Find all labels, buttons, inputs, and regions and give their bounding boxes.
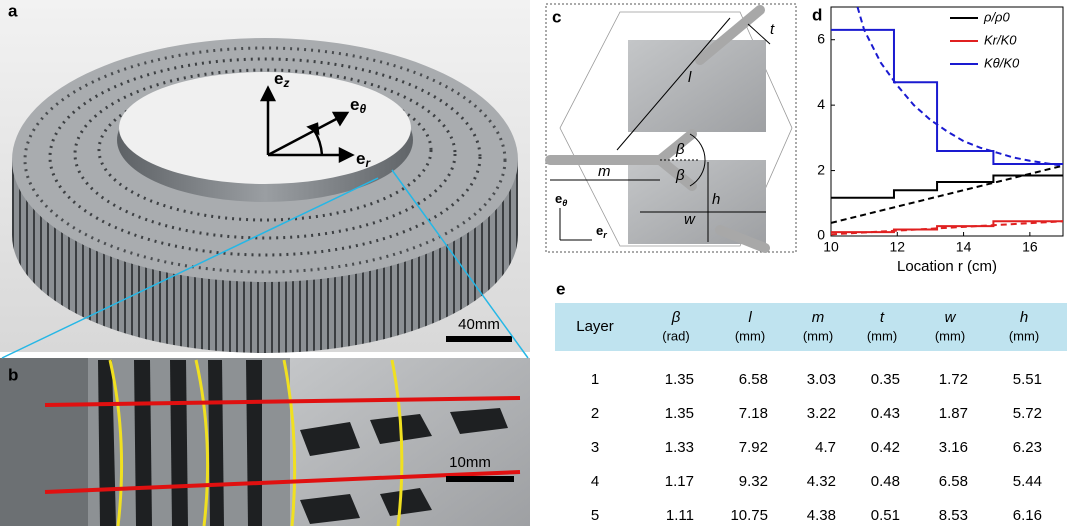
x-tick-label: 14 — [956, 239, 972, 255]
table-cell: 1.11 — [666, 507, 694, 524]
table-cell: 1.35 — [665, 371, 694, 388]
panel-label: c — [552, 7, 561, 26]
table-cell: 0.35 — [871, 371, 900, 388]
table-cell: 1 — [591, 371, 599, 388]
x-axis-label: Location r (cm) — [897, 258, 997, 275]
column-unit: (mm) — [935, 328, 965, 343]
column-header: Layer — [576, 318, 614, 335]
scale-bar-label: 40mm — [458, 316, 500, 333]
table-cell: 6.58 — [939, 473, 968, 490]
table-cell: 3.22 — [807, 405, 836, 422]
column-header: m — [812, 309, 825, 326]
table-cell: 0.51 — [871, 507, 900, 524]
label-base: e — [555, 191, 562, 206]
table-cell: 0.48 — [871, 473, 900, 490]
table-cell: 5.44 — [1013, 473, 1042, 490]
y-tick-label: 2 — [817, 161, 825, 177]
x-tick-label: 12 — [889, 239, 905, 255]
dimension-label: β — [675, 167, 685, 184]
table-cell: 4.32 — [807, 473, 836, 490]
table-cell: 3.03 — [807, 371, 836, 388]
column-unit: (mm) — [735, 328, 765, 343]
panel-label: d — [812, 5, 822, 24]
table-cell: 6.58 — [739, 371, 768, 388]
label-base: e — [356, 149, 365, 168]
scale-bar — [446, 476, 514, 482]
column-unit: (mm) — [867, 328, 897, 343]
table-cell: 3.16 — [939, 439, 968, 456]
panel-label: e — [556, 279, 565, 298]
table-cell: 1.33 — [665, 439, 694, 456]
dimension-label: h — [712, 191, 720, 208]
panel-label: b — [8, 365, 18, 384]
legend-label: ρ/ρ0 — [983, 9, 1011, 24]
label-sub: θ — [359, 102, 366, 116]
dimension-label: β — [675, 141, 685, 158]
y-tick-label: 0 — [817, 227, 825, 243]
table-cell: 6.16 — [1013, 507, 1042, 524]
y-tick-label: 6 — [817, 30, 825, 46]
table-cell: 10.75 — [730, 507, 768, 524]
table-cell: 5.51 — [1013, 371, 1042, 388]
table-cell: 2 — [591, 405, 599, 422]
table-cell: 0.43 — [871, 405, 900, 422]
column-unit: (rad) — [662, 328, 689, 343]
label-base: e — [274, 69, 283, 88]
diagram-c: l t β β m h w eθ er — [546, 4, 796, 252]
label-sub: r — [603, 230, 607, 240]
table-cell: 6.23 — [1013, 439, 1042, 456]
y-tick-label: 4 — [817, 96, 825, 112]
photo-b: 10mm — [0, 358, 530, 526]
table-cell: 1.17 — [665, 473, 694, 490]
label-base: e — [350, 95, 359, 114]
dimension-label: w — [684, 211, 696, 228]
figure: ez eθ er 40mm 10mm — [0, 0, 1067, 526]
table-cell: 4 — [591, 473, 599, 490]
table-cell: 3 — [591, 439, 599, 456]
table-cell: 4.7 — [815, 439, 836, 456]
chart-d: Location r (cm) 10 12 14 16 0 2 4 6 ρ/ρ0 Kr/K0 Kθ/… — [817, 7, 1063, 275]
label-sub: z — [282, 76, 289, 90]
column-header: h — [1020, 309, 1028, 326]
legend-label: Kr/K0 — [984, 32, 1017, 47]
column-header: w — [945, 309, 957, 326]
photo-a: ez eθ er 40mm — [0, 0, 530, 353]
table-cell: 5.72 — [1013, 405, 1042, 422]
table-cell: 0.42 — [871, 439, 900, 456]
plot-frame — [831, 7, 1063, 236]
table-cell: 1.72 — [939, 371, 968, 388]
plate — [628, 160, 766, 244]
panel-label: a — [8, 1, 18, 20]
table-cell: 9.32 — [739, 473, 768, 490]
legend-label: Kθ/K0 — [984, 55, 1020, 70]
column-unit: (mm) — [803, 328, 833, 343]
table-cell: 4.38 — [807, 507, 836, 524]
table-cell: 8.53 — [939, 507, 968, 524]
scale-bar-label: 10mm — [449, 454, 491, 471]
column-header: β — [671, 309, 681, 326]
scale-bar — [446, 336, 512, 342]
table-cell: 7.18 — [739, 405, 768, 422]
table-cell: 1.87 — [939, 405, 968, 422]
table-cell: 5 — [591, 507, 599, 524]
label-base: e — [596, 223, 603, 238]
x-tick-label: 16 — [1022, 239, 1038, 255]
x-tick-label: 10 — [823, 239, 839, 255]
label-sub: θ — [562, 198, 567, 208]
table-cell: 7.92 — [739, 439, 768, 456]
table-cell: 1.35 — [665, 405, 694, 422]
plate — [628, 40, 766, 132]
dimension-label: m — [598, 163, 611, 180]
column-unit: (mm) — [1009, 328, 1039, 343]
